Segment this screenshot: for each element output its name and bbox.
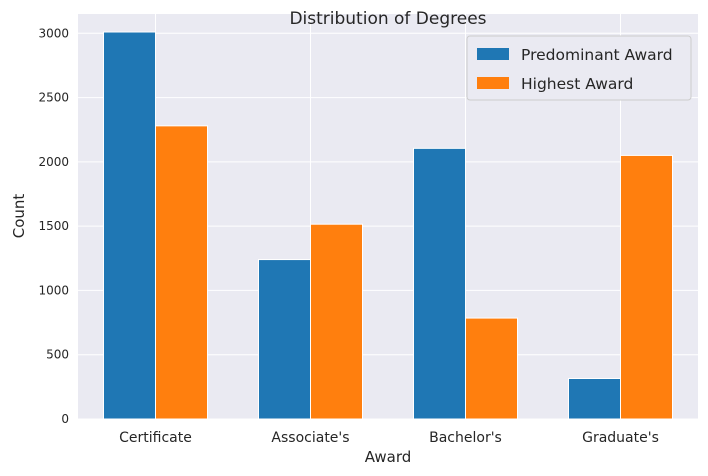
x-tick-label: Certificate — [119, 430, 192, 446]
legend-box — [466, 35, 692, 101]
bar-highest-0 — [155, 125, 208, 420]
y-tick-label: 500 — [46, 348, 69, 362]
bar-highest-2 — [465, 317, 518, 420]
bar-predominant-3 — [568, 378, 621, 420]
bar-predominant-2 — [413, 147, 466, 420]
y-tick-label: 3000 — [38, 26, 69, 40]
bar-highest-3 — [620, 154, 673, 420]
x-axis-label: Award — [365, 448, 412, 466]
y-tick-label: 1500 — [38, 219, 69, 233]
bars — [103, 31, 673, 420]
legend: Predominant Award Highest Award — [466, 35, 692, 101]
legend-label-predominant: Predominant Award — [521, 46, 673, 64]
x-tick-label: Bachelor's — [429, 430, 502, 446]
x-tick-labels: Certificate Associate's Bachelor's Graduate… — [119, 430, 659, 446]
bar-predominant-1 — [258, 259, 311, 420]
y-axis-label: Count — [10, 194, 28, 239]
x-tick-label: Associate's — [271, 430, 349, 446]
y-tick-label: 0 — [61, 412, 69, 426]
bar-predominant-0 — [103, 31, 156, 420]
chart-title: Distribution of Degrees — [289, 9, 486, 29]
bar-highest-1 — [310, 223, 363, 420]
legend-swatch-highest — [477, 77, 509, 89]
y-tick-label: 2500 — [38, 91, 69, 105]
y-tick-labels: 0 500 1000 1500 2000 2500 3000 — [38, 26, 69, 426]
x-tick-label: Graduate's — [582, 430, 659, 446]
legend-swatch-predominant — [477, 48, 509, 60]
y-tick-label: 1000 — [38, 283, 69, 297]
legend-label-highest: Highest Award — [521, 75, 633, 93]
y-tick-label: 2000 — [38, 155, 69, 169]
